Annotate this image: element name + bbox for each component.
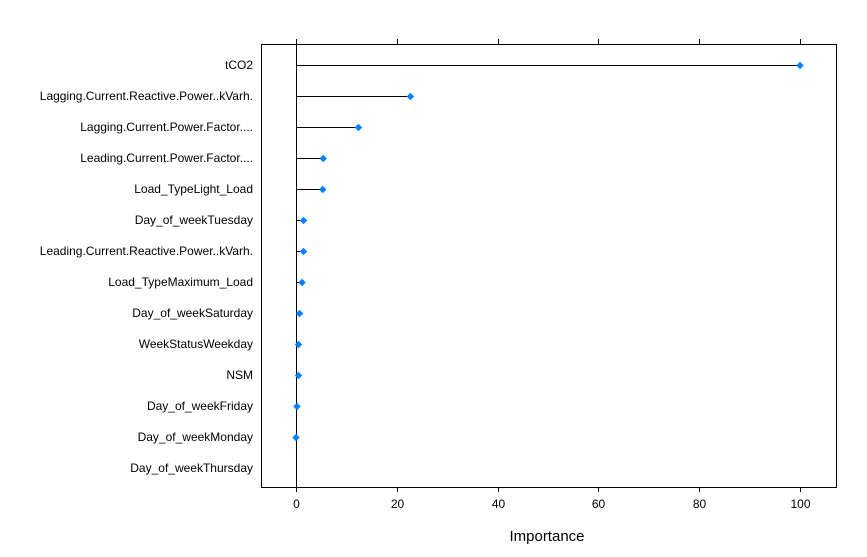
data-point bbox=[298, 278, 306, 287]
x-axis-ticks: 0 20 40 60 80 100 bbox=[293, 39, 811, 511]
data-point bbox=[295, 309, 304, 318]
x-tick-label: 20 bbox=[391, 497, 405, 511]
category-label: Day_of_weekTuesday bbox=[135, 213, 253, 227]
data-point bbox=[292, 433, 300, 442]
points bbox=[292, 61, 804, 442]
category-label: WeekStatusWeekday bbox=[139, 337, 253, 351]
data-point bbox=[354, 123, 363, 132]
data-point bbox=[318, 185, 327, 194]
data-point bbox=[319, 154, 327, 163]
category-label: Load_TypeMaximum_Load bbox=[108, 275, 253, 289]
category-label: Day_of_weekFriday bbox=[147, 399, 253, 413]
plot-frame bbox=[261, 44, 837, 488]
data-point bbox=[299, 247, 308, 256]
category-label: Day_of_weekSaturday bbox=[132, 306, 253, 320]
data-point bbox=[406, 92, 415, 101]
category-label: Day_of_weekMonday bbox=[138, 430, 253, 444]
data-point bbox=[796, 61, 804, 70]
data-point bbox=[294, 340, 303, 349]
category-label: Load_TypeLight_Load bbox=[134, 182, 253, 196]
x-tick-label: 60 bbox=[592, 497, 606, 511]
category-label: Lagging.Current.Power.Factor.... bbox=[80, 120, 253, 134]
category-label: Leading.Current.Reactive.Power..kVarh. bbox=[40, 244, 253, 258]
x-tick-label: 40 bbox=[492, 497, 506, 511]
plot-area bbox=[261, 44, 837, 488]
category-labels: tCO2 Lagging.Current.Reactive.Power..kVar… bbox=[40, 58, 254, 475]
category-label: NSM bbox=[226, 368, 253, 382]
category-label: Leading.Current.Power.Factor.... bbox=[80, 151, 253, 165]
category-label: Lagging.Current.Reactive.Power..kVarh. bbox=[40, 89, 253, 103]
data-point bbox=[293, 402, 301, 411]
category-label: tCO2 bbox=[225, 58, 253, 72]
x-tick-label: 80 bbox=[693, 497, 707, 511]
data-point bbox=[294, 371, 303, 380]
x-axis-title: Importance bbox=[509, 528, 584, 545]
x-tick-label: 0 bbox=[293, 497, 300, 511]
x-tick-label: 100 bbox=[790, 497, 810, 511]
stems bbox=[296, 65, 800, 407]
category-label: Day_of_weekThursday bbox=[130, 461, 253, 475]
data-point bbox=[299, 216, 308, 225]
